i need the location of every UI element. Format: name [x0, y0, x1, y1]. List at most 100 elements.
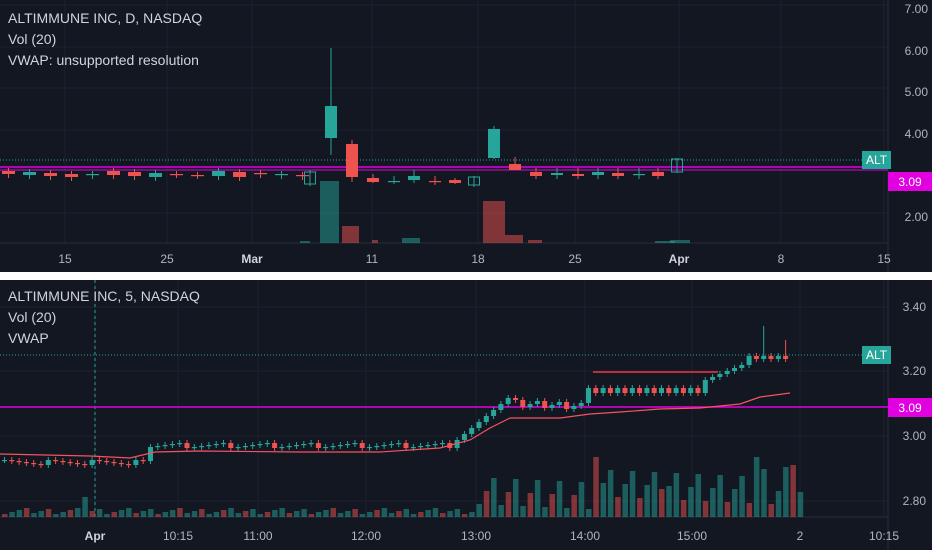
intraday-candle[interactable]: [199, 446, 205, 448]
intraday-candle[interactable]: [527, 404, 533, 407]
daily-symbol-tag[interactable]: [862, 151, 891, 169]
intraday-candle[interactable]: [23, 462, 29, 464]
daily-candle[interactable]: [233, 172, 246, 177]
intraday-candle[interactable]: [45, 460, 51, 465]
daily-symbol-title[interactable]: ALTIMMUNE INC, D, NASDAQ: [8, 10, 203, 26]
daily-candle-hollow[interactable]: [304, 171, 316, 185]
daily-candle[interactable]: [346, 144, 358, 177]
daily-candle-spike[interactable]: [325, 106, 337, 138]
daily-candle[interactable]: [572, 174, 584, 176]
intraday-candle[interactable]: [556, 402, 562, 405]
intraday-candle[interactable]: [89, 460, 95, 465]
intraday-candle[interactable]: [593, 388, 599, 393]
intraday-candle[interactable]: [564, 402, 570, 409]
daily-candle[interactable]: [633, 174, 645, 176]
intraday-candle[interactable]: [732, 368, 737, 371]
daily-candle[interactable]: [65, 174, 78, 177]
intraday-candle[interactable]: [169, 444, 175, 446]
intraday-symbol-tag[interactable]: [862, 346, 891, 364]
intraday-candle[interactable]: [250, 445, 256, 447]
intraday-candle[interactable]: [739, 365, 745, 368]
intraday-candle[interactable]: [629, 388, 635, 393]
daily-candle[interactable]: [23, 172, 36, 175]
intraday-candle[interactable]: [673, 388, 679, 393]
intraday-candle[interactable]: [257, 444, 263, 446]
intraday-candle[interactable]: [82, 464, 88, 466]
intraday-candle[interactable]: [38, 464, 44, 466]
intraday-candle[interactable]: [651, 388, 657, 393]
intraday-candle[interactable]: [520, 400, 526, 407]
intraday-symbol-title[interactable]: ALTIMMUNE INC, 5, NASDAQ: [8, 288, 200, 304]
intraday-candle[interactable]: [104, 461, 110, 463]
daily-candle[interactable]: [530, 172, 542, 176]
intraday-candle[interactable]: [323, 447, 329, 449]
intraday-line-price-tag[interactable]: [888, 398, 932, 417]
daily-candle[interactable]: [408, 176, 420, 180]
daily-candle[interactable]: [449, 180, 461, 183]
intraday-candle[interactable]: [724, 371, 730, 374]
intraday-candle[interactable]: [9, 460, 15, 462]
intraday-candle[interactable]: [2, 460, 7, 462]
intraday-candle[interactable]: [345, 444, 351, 446]
intraday-candle[interactable]: [388, 444, 394, 446]
intraday-candle[interactable]: [491, 410, 497, 416]
intraday-candle[interactable]: [337, 445, 343, 447]
intraday-candle[interactable]: [461, 434, 467, 440]
daily-candle[interactable]: [107, 171, 120, 175]
daily-candle[interactable]: [191, 175, 204, 177]
pane-separator[interactable]: [0, 272, 932, 280]
intraday-candle[interactable]: [607, 388, 613, 393]
intraday-candle[interactable]: [133, 460, 139, 465]
intraday-candle[interactable]: [155, 446, 161, 448]
daily-candle[interactable]: [429, 181, 441, 183]
intraday-candle[interactable]: [301, 444, 307, 446]
intraday-candle[interactable]: [600, 388, 606, 393]
intraday-candle[interactable]: [294, 445, 299, 447]
intraday-candle[interactable]: [118, 463, 124, 465]
daily-candle-hollow[interactable]: [671, 158, 683, 173]
intraday-candle[interactable]: [753, 356, 759, 359]
intraday-candle[interactable]: [432, 444, 438, 446]
intraday-candle[interactable]: [710, 377, 716, 380]
daily-chart-canvas[interactable]: 7.00 6.00 5.00 4.00 2.00 15 25 Mar 11 18 25 Apr 8 15 A…: [0, 0, 932, 272]
intraday-candle[interactable]: [60, 461, 66, 463]
intraday-candle[interactable]: [571, 406, 577, 409]
intraday-chart-canvas[interactable]: 3.40 3.20 3.00 2.80 Apr 10:15 11:00 12:00 13:00 1…: [0, 280, 932, 550]
intraday-candle[interactable]: [264, 443, 270, 445]
intraday-candle[interactable]: [359, 443, 365, 448]
intraday-candle[interactable]: [374, 446, 380, 448]
daily-volume-label[interactable]: Vol (20): [8, 31, 57, 47]
daily-candle-spike-2[interactable]: [488, 129, 500, 158]
intraday-candle[interactable]: [440, 443, 445, 445]
intraday-candle[interactable]: [228, 443, 234, 448]
intraday-candle[interactable]: [352, 443, 358, 445]
intraday-candle[interactable]: [717, 374, 723, 377]
intraday-candle[interactable]: [140, 460, 146, 462]
intraday-candle[interactable]: [126, 464, 132, 466]
intraday-candle[interactable]: [688, 388, 694, 393]
daily-candle[interactable]: [86, 174, 99, 176]
intraday-candle[interactable]: [67, 462, 73, 464]
intraday-candle[interactable]: [308, 443, 314, 445]
intraday-candle[interactable]: [549, 405, 555, 408]
intraday-candle[interactable]: [695, 388, 701, 393]
daily-candle[interactable]: [592, 172, 604, 175]
vwap-line[interactable]: [0, 392, 791, 459]
intraday-candle[interactable]: [381, 445, 387, 447]
intraday-candle[interactable]: [746, 356, 752, 365]
intraday-candle[interactable]: [213, 444, 219, 446]
daily-chart-pane[interactable]: 7.00 6.00 5.00 4.00 2.00 15 25 Mar 11 18 25 Apr 8 15 A…: [0, 0, 932, 272]
intraday-candle[interactable]: [315, 443, 321, 448]
daily-candle[interactable]: [296, 175, 309, 177]
intraday-candle[interactable]: [680, 388, 686, 393]
intraday-candle[interactable]: [184, 443, 190, 448]
intraday-candle[interactable]: [206, 445, 212, 447]
intraday-candle[interactable]: [235, 447, 241, 449]
intraday-candle[interactable]: [418, 446, 424, 448]
intraday-candle[interactable]: [31, 463, 37, 465]
intraday-candle[interactable]: [367, 447, 372, 449]
intraday-candle[interactable]: [542, 401, 548, 408]
intraday-candle[interactable]: [483, 416, 489, 422]
intraday-candle[interactable]: [410, 447, 416, 449]
intraday-candle[interactable]: [761, 356, 767, 359]
